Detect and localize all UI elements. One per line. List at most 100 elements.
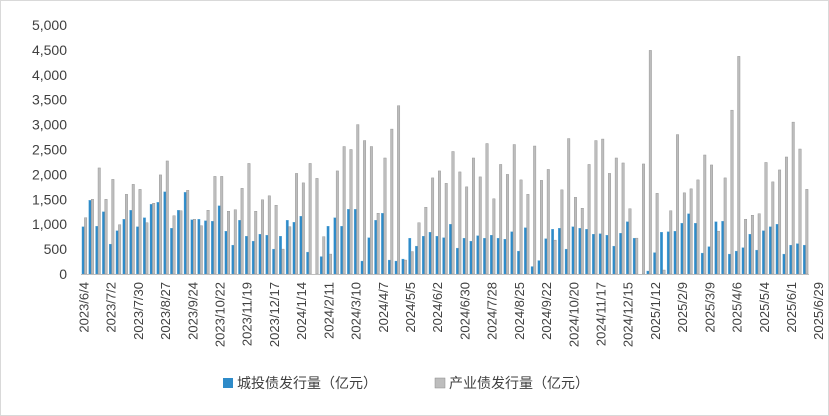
bar-chanye <box>744 219 748 275</box>
x-tick-label: 2023/11/19 <box>240 282 255 346</box>
bar-chengtou <box>170 228 173 275</box>
bar-chengtou <box>803 244 806 275</box>
bar-chanye <box>254 211 258 275</box>
bar-chengtou <box>435 235 439 275</box>
bar-chengtou <box>619 233 623 275</box>
bar-chanye <box>723 177 727 275</box>
bar-chanye <box>131 184 135 275</box>
bar-chengtou <box>449 224 452 275</box>
bar-chengtou <box>401 258 405 275</box>
y-tick-label: 5,000 <box>32 17 67 33</box>
bar-chanye <box>451 151 455 275</box>
bar-chanye <box>233 209 237 275</box>
x-tick-label: 2024/11/17 <box>593 282 608 346</box>
bar-chengtou <box>88 200 92 275</box>
bar-chengtou <box>326 226 330 275</box>
bar-chanye <box>662 269 666 275</box>
bar-chanye <box>227 211 230 275</box>
bar-chanye <box>206 210 210 275</box>
bar-chengtou <box>319 256 323 275</box>
bar-chengtou <box>571 226 575 275</box>
bar-chengtou <box>340 226 344 275</box>
bar-chengtou <box>149 204 153 275</box>
legend-label: 城投债发行量（亿元） <box>237 375 377 391</box>
bar-chengtou <box>524 227 527 275</box>
bar-chanye <box>376 213 380 275</box>
bar-chanye <box>125 194 128 275</box>
bar-chengtou <box>238 220 242 275</box>
bar-chengtou <box>666 231 670 275</box>
bar-chanye <box>465 186 469 275</box>
bar-chanye <box>778 169 782 275</box>
bar-chanye <box>322 236 326 275</box>
bar-chengtou <box>285 220 289 275</box>
legend-label: 产业债发行量（亿元） <box>449 375 589 391</box>
bar-chanye <box>138 189 142 275</box>
bar-chengtou <box>469 240 473 275</box>
bar-chengtou <box>143 217 146 275</box>
bar-chanye <box>438 170 441 275</box>
bar-chengtou <box>129 210 133 275</box>
bar-chanye <box>716 230 720 275</box>
bar-chanye <box>703 154 707 275</box>
x-tick-label: 2025/1/12 <box>648 282 663 340</box>
bar-chengtou <box>653 252 657 275</box>
bar-chengtou <box>646 270 650 275</box>
bar-chanye <box>118 224 122 275</box>
bar-chanye <box>199 225 203 275</box>
bar-chanye <box>424 207 428 275</box>
bar-chanye <box>111 179 115 275</box>
bar-chengtou <box>183 192 187 275</box>
bar-chengtou <box>530 266 534 275</box>
bar-chanye <box>383 157 387 275</box>
bar-chanye <box>628 208 632 275</box>
bar-chengtou <box>360 260 364 275</box>
bar-chengtou <box>347 209 350 275</box>
bar-chanye <box>540 180 543 275</box>
bar-chanye <box>247 163 251 275</box>
bar-chengtou <box>598 233 602 275</box>
bar-chanye <box>267 195 271 275</box>
bar-chanye <box>499 164 503 275</box>
bar-chengtou <box>224 231 228 275</box>
bar-chanye <box>165 160 169 275</box>
y-tick-label: 2,000 <box>32 166 67 182</box>
bar-chengtou <box>292 222 296 275</box>
bar-chengtou <box>762 230 765 275</box>
bar-chanye <box>301 182 305 275</box>
bar-chengtou <box>496 237 500 275</box>
bar-chengtou <box>564 248 568 275</box>
bar-chengtou <box>632 237 636 275</box>
bar-chanye <box>560 189 564 275</box>
y-tick-label: 1,500 <box>32 191 67 207</box>
bar-chanye <box>533 145 537 275</box>
bar-chengtou <box>544 238 548 275</box>
bar-chanye <box>288 226 292 275</box>
bar-chengtou <box>211 221 214 275</box>
x-tick-label: 2023/12/17 <box>267 282 282 347</box>
bar-chanye <box>764 162 768 275</box>
x-tick-label: 2023/6/4 <box>76 282 91 333</box>
bar-chengtou <box>476 235 480 275</box>
bar-chengtou <box>728 253 731 275</box>
bar-chengtou <box>748 234 752 275</box>
bar-chanye <box>594 140 598 275</box>
x-tick-label: 2025/3/9 <box>702 282 717 333</box>
bar-chengtou <box>707 246 711 275</box>
x-tick-label: 2025/5/4 <box>757 282 772 333</box>
bar-chengtou <box>694 223 697 275</box>
bar-chanye <box>689 188 693 275</box>
bar-chengtou <box>367 237 371 275</box>
bar-chanye <box>676 134 679 275</box>
bar-chanye <box>315 178 319 275</box>
bar-series-group <box>81 50 809 275</box>
bar-chanye <box>213 176 217 275</box>
bar-chengtou <box>163 191 167 275</box>
bar-chengtou <box>279 235 282 275</box>
y-tick-label: 4,500 <box>32 42 67 58</box>
bar-chanye <box>682 192 686 275</box>
bar-chengtou <box>381 213 384 275</box>
bar-chengtou <box>442 237 446 275</box>
bar-chengtou <box>558 228 561 275</box>
bar-chanye <box>512 144 516 275</box>
